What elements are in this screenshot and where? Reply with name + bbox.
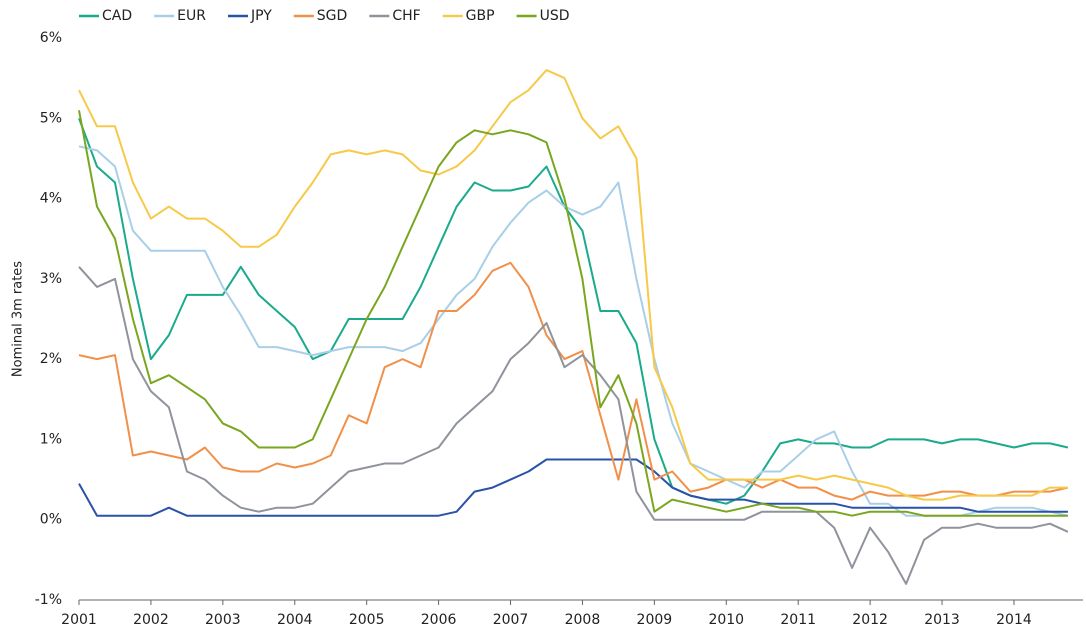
x-tick-label: 2009 xyxy=(637,612,673,628)
series-line xyxy=(78,145,1069,517)
legend-label: USD xyxy=(540,8,570,24)
y-tick-label: 0% xyxy=(40,512,62,528)
series-line xyxy=(78,117,1069,505)
series-line xyxy=(78,266,1069,585)
legend-label: EUR xyxy=(177,8,206,24)
series-line xyxy=(78,261,1069,501)
y-tick-label: 4% xyxy=(40,191,62,207)
x-tick-label: 2013 xyxy=(924,612,960,628)
x-tick-label: 2007 xyxy=(493,612,529,628)
y-tick-label: 5% xyxy=(40,110,62,126)
y-axis-label: Nominal 3m rates xyxy=(11,261,26,377)
legend-label: JPY xyxy=(250,8,272,24)
legend-label: GBP xyxy=(466,8,495,24)
x-tick-label: 2006 xyxy=(421,612,457,628)
x-tick-label: 2005 xyxy=(349,612,385,628)
x-tick-label: 2001 xyxy=(61,612,97,628)
x-tick-label: 2003 xyxy=(205,612,241,628)
x-tick-label: 2014 xyxy=(996,612,1032,628)
legend-label: CHF xyxy=(392,8,420,24)
x-tick-label: 2012 xyxy=(852,612,888,628)
legend-label: CAD xyxy=(102,8,132,24)
x-tick-label: 2010 xyxy=(708,612,744,628)
x-tick-label: 2002 xyxy=(133,612,169,628)
x-tick-label: 2011 xyxy=(780,612,816,628)
series-line xyxy=(78,69,1068,501)
y-tick-label: 2% xyxy=(40,351,62,367)
series-line xyxy=(78,458,1068,517)
y-tick-label: 6% xyxy=(40,30,62,46)
y-tick-label: -1% xyxy=(35,592,62,608)
y-tick-label: 3% xyxy=(40,271,62,287)
y-tick-label: 1% xyxy=(40,431,62,447)
legend-label: SGD xyxy=(317,8,348,24)
x-tick-label: 2008 xyxy=(565,612,601,628)
series-line xyxy=(78,110,1068,517)
x-tick-label: 2004 xyxy=(277,612,313,628)
